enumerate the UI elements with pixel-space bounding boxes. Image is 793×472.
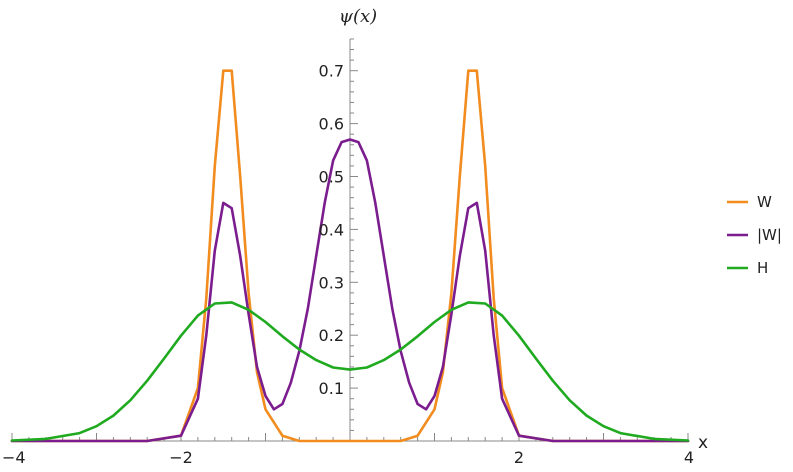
legend-label: H: [757, 259, 768, 277]
y-tick-label: 0.6: [319, 115, 344, 134]
legend-label: W: [757, 193, 772, 211]
legend: W |W| H: [727, 193, 782, 277]
tick-labels-layer: −4 −2 2 4 0.1 0.2 0.3 0.4 0.5 0.6 0.7: [2, 62, 694, 467]
y-tick-label: 0.3: [319, 273, 344, 292]
series-line-h: [10, 301, 690, 442]
x-tick-label: 4: [684, 448, 694, 467]
series-line-w: [10, 69, 690, 443]
y-tick-label: 0.1: [319, 379, 344, 398]
y-tick-label: 0.4: [319, 220, 344, 239]
y-tick-label: 0.7: [319, 62, 344, 81]
series-layer: [10, 69, 690, 443]
y-tick-label: 0.5: [319, 168, 344, 187]
axes-layer: [11, 38, 689, 442]
x-tick-label: −4: [2, 448, 26, 467]
x-tick-label: 2: [514, 448, 524, 467]
x-tick-label: −2: [169, 448, 193, 467]
legend-label: |W|: [757, 226, 782, 244]
y-axis-title: ψ(x): [339, 6, 377, 27]
y-tick-label: 0.2: [319, 326, 344, 345]
x-axis-title: x: [698, 433, 708, 453]
series-line-w-abs: [10, 138, 690, 443]
